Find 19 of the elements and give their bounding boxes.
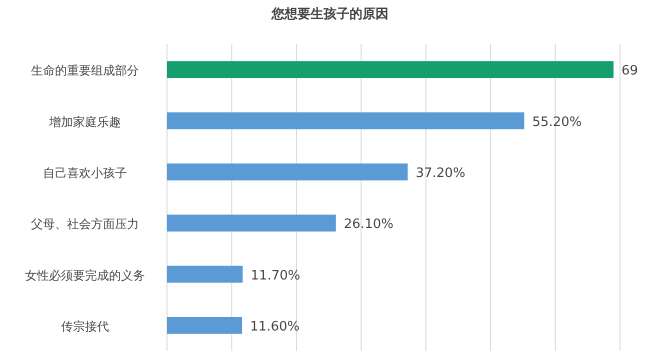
data-label: 26.10% xyxy=(344,217,394,232)
data-label: 69 xyxy=(622,64,638,79)
bar xyxy=(167,214,336,232)
chart-title: 您想要生孩子的原因 xyxy=(270,6,388,22)
y-tick-label: 传宗接代 xyxy=(61,319,109,334)
y-tick-label: 增加家庭乐趣 xyxy=(48,114,121,129)
data-label: 55.20% xyxy=(532,114,582,130)
data-label: 37.20% xyxy=(416,166,466,181)
data-label: 11.60% xyxy=(250,319,300,334)
y-tick-label: 生命的重要组成部分 xyxy=(31,64,139,78)
y-tick-label: 自己喜欢小孩子 xyxy=(43,166,127,180)
bar xyxy=(167,266,243,283)
bar xyxy=(167,112,524,130)
data-label: 11.70% xyxy=(250,268,300,284)
y-tick-label: 女性必须要完成的义务 xyxy=(25,268,145,282)
bar xyxy=(167,61,614,78)
bar xyxy=(167,316,242,334)
y-tick-label: 父母、社会方面压力 xyxy=(31,217,139,232)
bar xyxy=(167,163,408,180)
